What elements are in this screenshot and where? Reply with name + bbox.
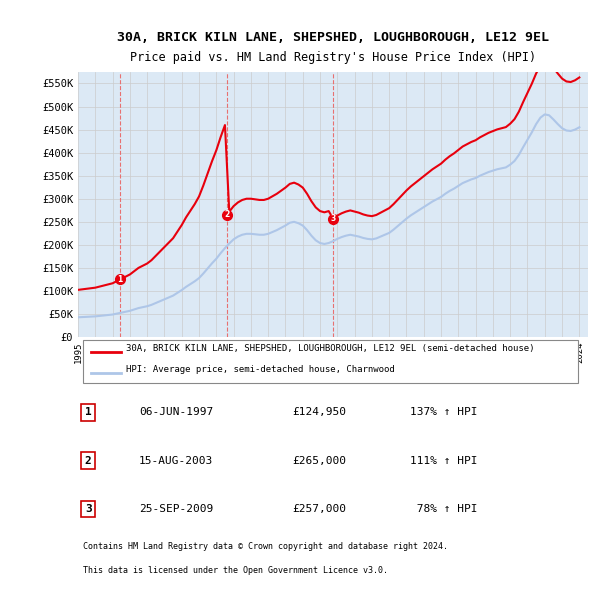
Text: 25-SEP-2009: 25-SEP-2009 — [139, 504, 214, 514]
Text: HPI: Average price, semi-detached house, Charnwood: HPI: Average price, semi-detached house,… — [127, 365, 395, 374]
Text: Price paid vs. HM Land Registry's House Price Index (HPI): Price paid vs. HM Land Registry's House … — [130, 51, 536, 64]
FancyBboxPatch shape — [83, 339, 578, 383]
Text: 137% ↑ HPI: 137% ↑ HPI — [409, 408, 477, 418]
Text: £257,000: £257,000 — [292, 504, 346, 514]
Text: Contains HM Land Registry data © Crown copyright and database right 2024.: Contains HM Land Registry data © Crown c… — [83, 542, 448, 551]
Text: 30A, BRICK KILN LANE, SHEPSHED, LOUGHBOROUGH, LE12 9EL (semi-detached house): 30A, BRICK KILN LANE, SHEPSHED, LOUGHBOR… — [127, 343, 535, 353]
Text: This data is licensed under the Open Government Licence v3.0.: This data is licensed under the Open Gov… — [83, 566, 388, 575]
Text: 2: 2 — [224, 211, 230, 219]
Text: 111% ↑ HPI: 111% ↑ HPI — [409, 455, 477, 466]
Text: 30A, BRICK KILN LANE, SHEPSHED, LOUGHBOROUGH, LE12 9EL: 30A, BRICK KILN LANE, SHEPSHED, LOUGHBOR… — [117, 31, 549, 44]
Text: 2: 2 — [85, 455, 92, 466]
Text: 3: 3 — [330, 214, 335, 223]
Text: 78% ↑ HPI: 78% ↑ HPI — [409, 504, 477, 514]
Text: 1: 1 — [85, 408, 92, 418]
Text: 06-JUN-1997: 06-JUN-1997 — [139, 408, 214, 418]
Text: £265,000: £265,000 — [292, 455, 346, 466]
Text: £124,950: £124,950 — [292, 408, 346, 418]
Text: 15-AUG-2003: 15-AUG-2003 — [139, 455, 214, 466]
Text: 1: 1 — [118, 275, 122, 284]
Text: 3: 3 — [85, 504, 92, 514]
